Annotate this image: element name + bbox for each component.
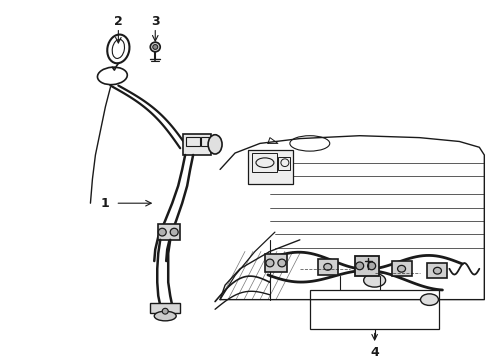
Ellipse shape [278, 259, 286, 267]
Ellipse shape [208, 135, 222, 154]
Ellipse shape [356, 262, 364, 270]
Ellipse shape [266, 259, 274, 267]
Bar [248, 150, 293, 184]
Text: 3: 3 [151, 15, 160, 28]
Bar [158, 224, 180, 240]
Bar [318, 259, 338, 275]
Ellipse shape [153, 45, 158, 49]
Bar [252, 153, 277, 172]
Ellipse shape [158, 228, 166, 236]
Ellipse shape [154, 311, 176, 321]
Ellipse shape [162, 308, 168, 314]
Ellipse shape [397, 265, 406, 272]
Bar [201, 137, 209, 146]
Bar [150, 303, 180, 313]
Bar [278, 157, 290, 170]
Text: 4: 4 [370, 346, 379, 359]
Bar [310, 290, 440, 329]
Bar [265, 254, 287, 272]
Bar [392, 261, 412, 276]
Ellipse shape [324, 264, 332, 270]
Ellipse shape [150, 42, 160, 52]
Bar [427, 263, 447, 278]
Ellipse shape [434, 267, 441, 274]
Bar [355, 256, 379, 275]
Text: 1: 1 [101, 197, 110, 210]
Ellipse shape [368, 262, 376, 270]
Ellipse shape [420, 294, 439, 305]
Bar [183, 134, 211, 155]
Text: 2: 2 [114, 15, 122, 28]
Bar [186, 137, 200, 146]
Ellipse shape [364, 274, 386, 287]
Ellipse shape [170, 228, 178, 236]
